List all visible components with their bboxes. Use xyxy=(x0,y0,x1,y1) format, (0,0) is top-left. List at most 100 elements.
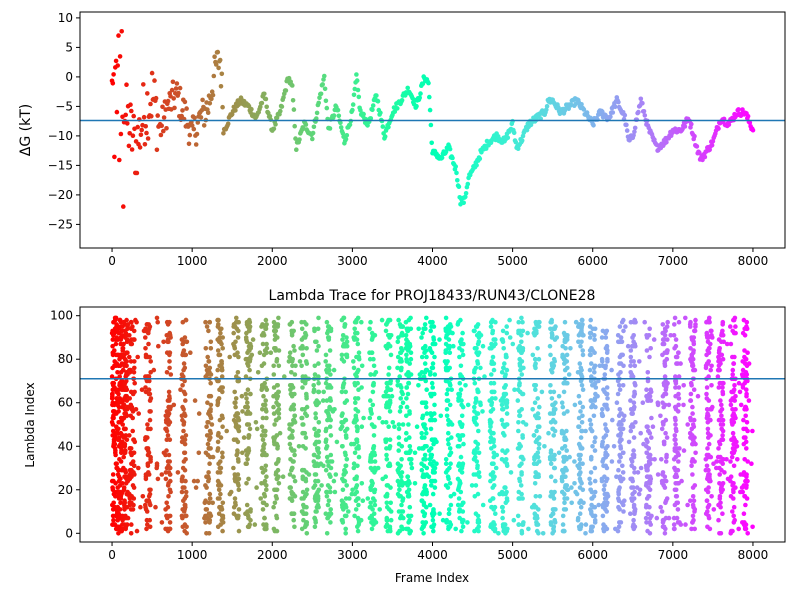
lambda-point xyxy=(384,322,389,327)
lambda-point xyxy=(288,446,294,451)
lambda-point xyxy=(368,319,373,325)
lambda-point xyxy=(512,387,517,393)
delta-g-point xyxy=(111,72,116,77)
lambda-point xyxy=(246,422,252,427)
lambda-point xyxy=(313,411,318,416)
lambda-point xyxy=(109,374,115,379)
lambda-point xyxy=(744,391,749,397)
lambda-point xyxy=(344,398,350,403)
lambda-point xyxy=(519,372,525,377)
lambda-point xyxy=(395,491,401,497)
lambda-point xyxy=(388,500,394,506)
lambda-point xyxy=(738,472,743,477)
lambda-point xyxy=(690,361,695,366)
lambda-point xyxy=(257,350,263,356)
lambda-point xyxy=(489,319,494,325)
delta-g-point xyxy=(114,109,120,115)
lambda-point xyxy=(341,359,347,364)
lambda-point xyxy=(446,441,451,447)
lambda-point xyxy=(530,407,535,412)
delta-g-point xyxy=(314,110,320,116)
lambda-point xyxy=(500,339,506,345)
lambda-point xyxy=(395,378,401,384)
lambda-point xyxy=(196,450,202,456)
lambda-point xyxy=(511,517,517,523)
delta-g-point xyxy=(477,156,483,161)
lambda-point xyxy=(220,513,226,519)
lambda-point xyxy=(564,496,570,501)
lambda-point xyxy=(121,435,127,440)
lambda-point xyxy=(271,504,276,510)
lambda-point xyxy=(344,335,349,340)
lambda-point xyxy=(592,465,598,471)
lambda-point xyxy=(500,407,505,412)
lambda-point xyxy=(339,389,345,395)
delta-g-point xyxy=(374,93,379,98)
lambda-point xyxy=(146,326,152,332)
lambda-point xyxy=(387,409,393,414)
lambda-point xyxy=(742,333,748,338)
lambda-point xyxy=(605,359,610,364)
delta-g-point xyxy=(180,108,185,113)
lambda-point xyxy=(673,337,679,342)
lambda-point xyxy=(427,502,433,508)
lambda-point xyxy=(592,363,598,369)
lambda-point xyxy=(535,522,541,527)
lambda-point xyxy=(180,465,186,471)
lambda-point xyxy=(387,335,392,340)
delta-g-point xyxy=(463,194,468,200)
y-tick-label: −20 xyxy=(48,188,73,202)
lambda-point xyxy=(318,461,324,467)
lambda-point xyxy=(519,359,525,364)
lambda-point xyxy=(446,507,452,512)
lambda-point xyxy=(203,319,208,325)
lambda-point xyxy=(328,511,334,516)
lambda-point xyxy=(664,435,670,440)
lambda-point xyxy=(707,417,713,423)
delta-g-point xyxy=(193,142,199,147)
lambda-point xyxy=(604,385,610,390)
lambda-point xyxy=(146,341,151,347)
lambda-point xyxy=(610,417,615,423)
delta-g-point xyxy=(709,142,715,148)
lambda-point xyxy=(676,459,681,464)
lambda-point xyxy=(475,411,481,416)
lambda-point xyxy=(315,433,321,438)
delta-g-point xyxy=(191,126,197,132)
lambda-point xyxy=(459,398,464,403)
lambda-point xyxy=(164,409,170,414)
delta-g-point xyxy=(439,155,445,161)
lambda-point xyxy=(553,478,558,484)
lambda-point xyxy=(734,439,739,445)
lambda-point xyxy=(642,319,647,325)
lambda-point xyxy=(730,430,736,436)
lambda-point xyxy=(420,446,426,451)
lambda-point xyxy=(616,504,621,510)
lambda-point xyxy=(326,337,332,342)
lambda-point xyxy=(231,465,236,471)
lambda-point xyxy=(673,487,679,493)
lambda-point xyxy=(432,417,438,423)
delta-g-point xyxy=(149,70,155,76)
lambda-point xyxy=(148,459,153,464)
lambda-point xyxy=(356,367,361,373)
lambda-point xyxy=(422,452,428,458)
lambda-point xyxy=(353,400,358,406)
lambda-point xyxy=(489,359,495,364)
lambda-point xyxy=(400,422,406,427)
lambda-point xyxy=(720,380,725,386)
lambda-point xyxy=(349,491,355,497)
lambda-point xyxy=(288,387,293,393)
lambda-point xyxy=(289,333,295,338)
lambda-point xyxy=(589,496,595,501)
lambda-point xyxy=(588,481,593,486)
lambda-point xyxy=(731,487,736,493)
lambda-point xyxy=(208,415,214,421)
lambda-point xyxy=(244,461,249,467)
lambda-point xyxy=(215,348,221,353)
delta-g-point xyxy=(456,184,462,189)
lambda-point xyxy=(252,522,258,527)
lambda-point xyxy=(181,374,186,379)
lambda-point xyxy=(517,476,522,482)
lambda-point xyxy=(449,422,455,427)
